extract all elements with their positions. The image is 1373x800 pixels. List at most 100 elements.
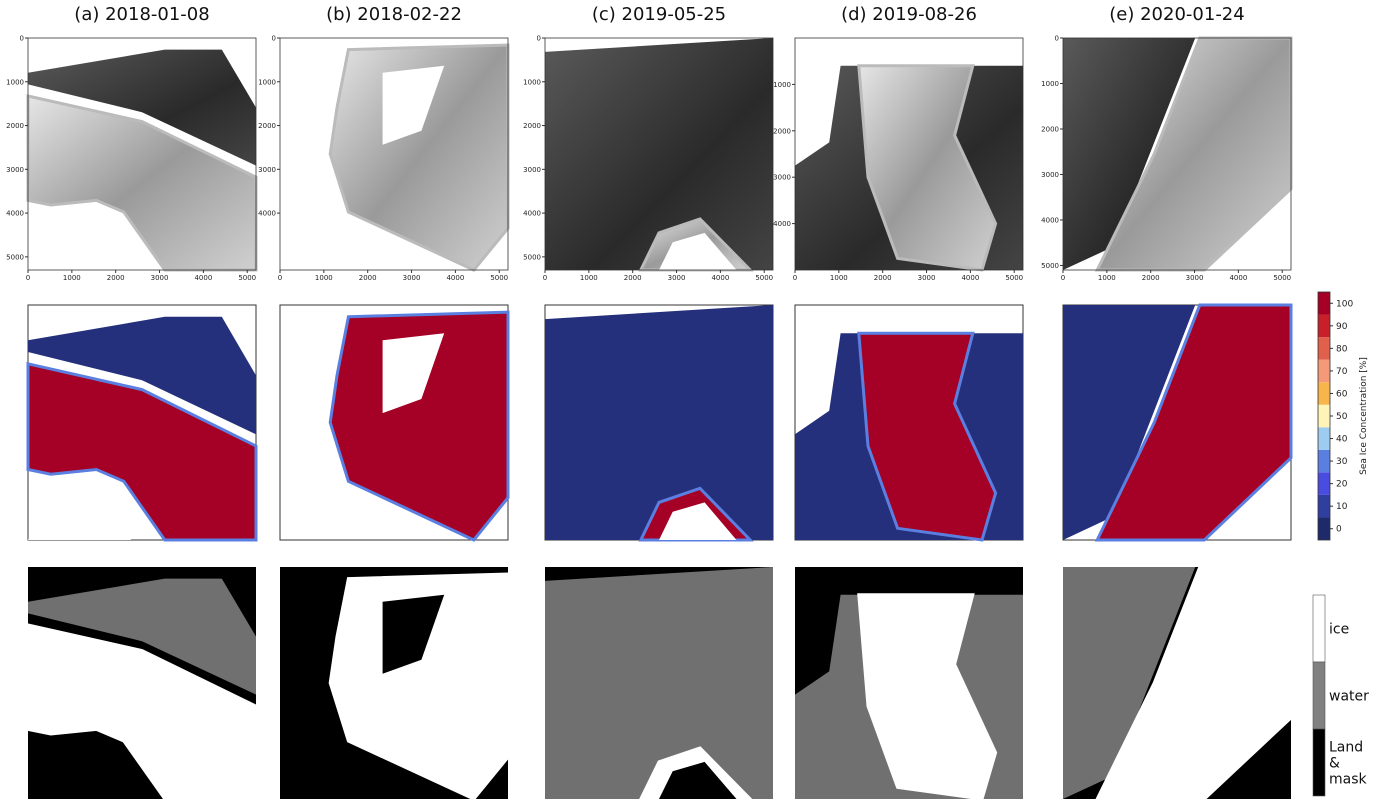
x-tick-label: 1000: [1098, 274, 1116, 282]
y-tick-label: 1000: [1041, 80, 1059, 88]
x-tick-label: 4000: [446, 274, 464, 282]
x-tick-label: 4000: [711, 274, 729, 282]
panel-title: (b) 2018-02-22: [326, 4, 462, 25]
colorbar-tick-label: 50: [1336, 412, 1348, 422]
y-tick-label: 0: [537, 35, 541, 43]
panel-image: [1063, 567, 1291, 799]
y-tick-label: 0: [272, 35, 276, 43]
legend-label-line: &: [1329, 756, 1340, 772]
colorbar-bin: [1318, 517, 1330, 540]
y-tick-label: 4000: [258, 210, 276, 218]
panel-title: (c) 2019-05-25: [592, 4, 726, 25]
x-tick-label: 0: [793, 274, 797, 282]
colorbar-tick-label: 30: [1336, 457, 1348, 467]
colorbar-tick-label: 60: [1336, 389, 1348, 399]
colorbar-bin: [1318, 292, 1330, 315]
x-tick-label: 5000: [755, 274, 773, 282]
x-tick-label: 3000: [918, 274, 936, 282]
panel-image: [280, 305, 508, 540]
panel-image: [1063, 305, 1291, 540]
x-tick-label: 0: [278, 274, 282, 282]
colorbar-bin: [1318, 337, 1330, 360]
panel-image: [28, 567, 256, 799]
y-tick-label: 4000: [6, 210, 24, 218]
x-tick-label: 2000: [107, 274, 125, 282]
y-tick-label: 2000: [523, 122, 541, 130]
panel-image: [280, 567, 508, 799]
legend-swatch: [1313, 729, 1325, 796]
y-tick-label: 1000: [258, 78, 276, 86]
colorbar-bin: [1318, 405, 1330, 428]
legend-swatch: [1313, 662, 1325, 729]
x-tick-label: 0: [1061, 274, 1065, 282]
y-tick-label: 1000: [773, 81, 791, 89]
colorbar-tick-label: 80: [1336, 344, 1348, 354]
colorbar-bin: [1318, 360, 1330, 383]
panel-image: [795, 305, 1023, 540]
y-tick-label: 2000: [258, 122, 276, 130]
panel-image: [28, 38, 256, 270]
panel-image: [545, 567, 773, 799]
legend-label: Land&mask: [1329, 740, 1368, 788]
legend-label-line: mask: [1329, 772, 1368, 788]
panel-image: [545, 305, 773, 540]
x-tick-label: 4000: [961, 274, 979, 282]
x-tick-label: 0: [26, 274, 30, 282]
x-tick-label: 5000: [238, 274, 256, 282]
y-tick-label: 5000: [1041, 262, 1059, 270]
panel-image: [545, 38, 773, 270]
x-tick-label: 4000: [1229, 274, 1247, 282]
y-tick-label: 2000: [1041, 125, 1059, 133]
colorbar-tick-label: 40: [1336, 435, 1348, 445]
legend-label-line: Land: [1329, 740, 1363, 756]
colorbar-tick-label: 0: [1336, 525, 1342, 535]
figure: (a) 2018-01-0801000200030004000500001000…: [0, 0, 1373, 800]
colorbar-tick-label: 10: [1336, 502, 1348, 512]
y-tick-label: 2000: [773, 127, 791, 135]
x-tick-label: 1000: [63, 274, 81, 282]
y-tick-label: 0: [1055, 35, 1059, 43]
panel-title: (d) 2019-08-26: [841, 4, 977, 25]
x-tick-label: 2000: [1142, 274, 1160, 282]
legend-swatch: [1313, 595, 1325, 662]
colorbar-tick-label: 70: [1336, 367, 1348, 377]
y-tick-label: 4000: [773, 220, 791, 228]
x-tick-label: 2000: [624, 274, 642, 282]
colorbar-bin: [1318, 382, 1330, 405]
x-tick-label: 1000: [580, 274, 598, 282]
y-tick-label: 3000: [773, 174, 791, 182]
colorbar-bin: [1318, 427, 1330, 450]
panel-image: [280, 38, 508, 270]
x-tick-label: 3000: [151, 274, 169, 282]
y-tick-label: 4000: [523, 210, 541, 218]
x-tick-label: 5000: [1005, 274, 1023, 282]
y-tick-label: 4000: [1041, 216, 1059, 224]
x-tick-label: 3000: [1186, 274, 1204, 282]
y-tick-label: 3000: [258, 166, 276, 174]
x-tick-label: 0: [543, 274, 547, 282]
colorbar-bin: [1318, 472, 1330, 495]
x-tick-label: 3000: [668, 274, 686, 282]
y-tick-label: 1000: [523, 78, 541, 86]
panel-image: [28, 305, 256, 540]
colorbar-label: Sea Ice Concentration [%]: [1359, 357, 1369, 475]
panel-image: [795, 567, 1023, 799]
x-tick-label: 5000: [1273, 274, 1291, 282]
y-tick-label: 1000: [6, 78, 24, 86]
y-tick-label: 3000: [523, 166, 541, 174]
x-tick-label: 1000: [830, 274, 848, 282]
colorbar-bin: [1318, 495, 1330, 518]
panel-image: [795, 38, 1023, 270]
colorbar-tick-label: 90: [1336, 322, 1348, 332]
x-tick-label: 2000: [359, 274, 377, 282]
y-tick-label: 5000: [6, 253, 24, 261]
y-tick-label: 3000: [1041, 171, 1059, 179]
x-tick-label: 4000: [194, 274, 212, 282]
colorbar-bin: [1318, 450, 1330, 473]
legend-label: water: [1329, 689, 1369, 705]
y-tick-label: 0: [20, 35, 24, 43]
x-tick-label: 1000: [315, 274, 333, 282]
legend-label: ice: [1329, 622, 1349, 638]
colorbar-tick-label: 100: [1336, 299, 1353, 309]
x-tick-label: 2000: [874, 274, 892, 282]
